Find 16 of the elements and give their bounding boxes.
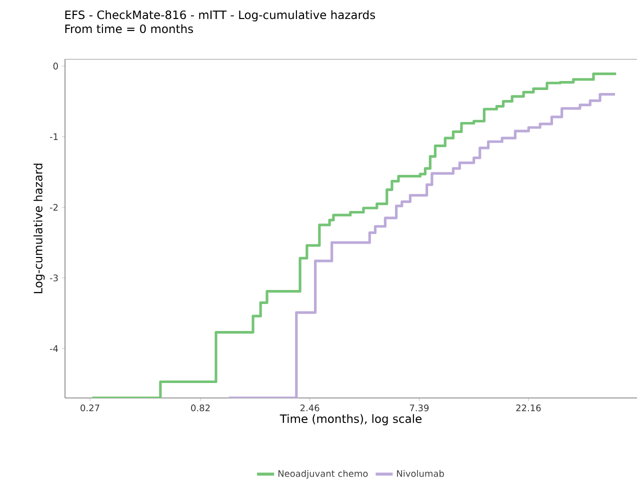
x-axis-title: Time (months), log scale [280,414,422,426]
y-tick-label: -3 [50,274,58,282]
x-tick-label: 7.39 [410,404,429,412]
x-tick-label: 2.46 [300,404,320,412]
y-axis-title: Log-cumulative hazard [34,164,45,294]
x-tick-label: 0.82 [191,404,210,412]
y-tick-label: -4 [50,345,58,352]
legend-label: Neoadjuvant chemo [278,470,368,479]
x-tick-label: 0.27 [80,404,100,412]
legend-label: Nivolumab [397,470,444,477]
y-tick-label: -1 [50,133,58,140]
chart-title: EFS - CheckMate-816 - mITT - Log-cumulative hazards [65,10,376,22]
y-tick-label: -2 [50,204,58,211]
x-tick-label: 22.16 [516,404,541,412]
chart-subtitle: From time = 0 months [65,24,194,34]
y-tick-label: 0 [53,62,58,70]
